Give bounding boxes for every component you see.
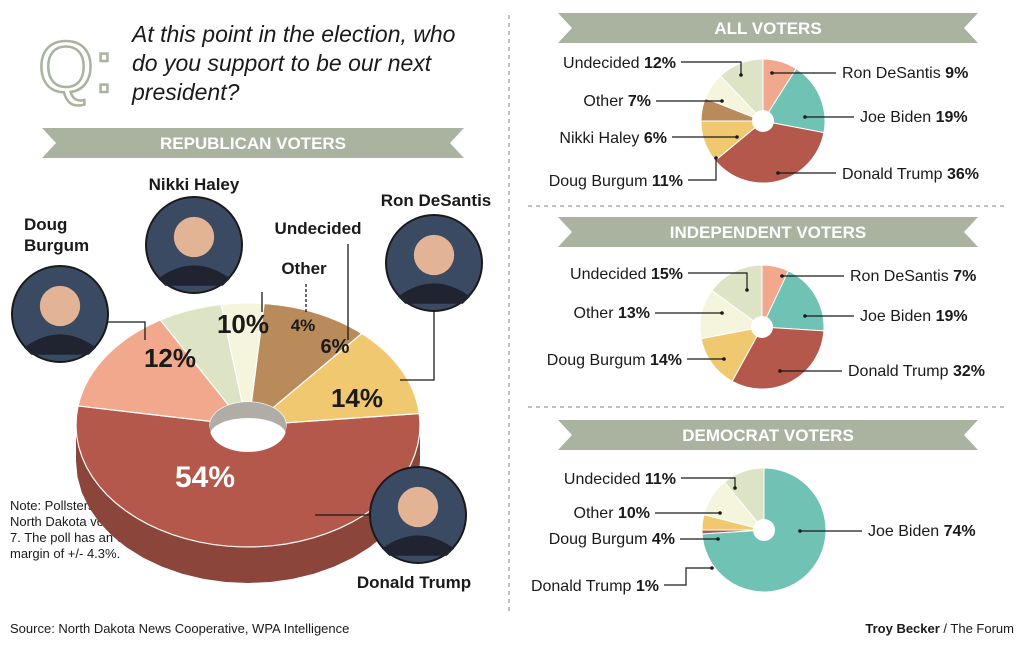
all-voters-dot-other (720, 99, 724, 103)
democrat-voters-dot-other (718, 511, 722, 515)
democrat-voters-label-undecided: Undecided 11% (564, 471, 676, 488)
label-undecided: Undecided (275, 219, 362, 238)
all-voters-dot-doug-burgum (714, 156, 718, 160)
all-voters-dot-nikki-haley (735, 135, 739, 139)
democrat-voters-leader-donald-trump (664, 567, 712, 586)
democrat-voters-label-donald-trump: Donald Trump 1% (531, 578, 659, 595)
label-other: Other (281, 259, 327, 278)
republican-value-donald-trump: 54% (175, 461, 235, 494)
democrat-voters-leader-undecided (681, 477, 736, 488)
all-voters-label-joe-biden: Joe Biden 19% (860, 109, 968, 126)
all-voters-dot-donald-trump (776, 171, 780, 175)
independent-voters-banner (558, 217, 978, 247)
credit-outlet: / The Forum (939, 621, 1014, 636)
republican-hole-wall (210, 402, 286, 435)
independent-voters-dot-undecided (745, 288, 749, 292)
name-doug-burgum-last: Burgum (24, 236, 89, 255)
independent-voters-slice-doug-burgum (700, 326, 763, 383)
name-doug-burgum-first: Doug (24, 215, 67, 234)
all-voters-banner (558, 13, 978, 43)
portrait-donald-trump (369, 466, 467, 564)
all-voters-dot-undecided (739, 73, 743, 77)
name-ron-desantis: Ron DeSantis (381, 191, 492, 210)
source-line: Source: North Dakota News Cooperative, W… (10, 621, 350, 636)
portrait-nikki-haley (145, 196, 243, 294)
all-voters-label-undecided: Undecided 12% (563, 55, 676, 72)
all-voters-dot-ron-desantis (770, 71, 774, 75)
independent-voters-dot-other (720, 311, 724, 315)
democrat-voters-hole (753, 519, 775, 541)
democrat-voters-dot-donald-trump (710, 566, 714, 570)
republican-title: REPUBLICAN VOTERS (160, 134, 346, 153)
name-donald-trump: Donald Trump (357, 573, 471, 592)
independent-voters-label-other: Other 13% (574, 305, 651, 322)
all-voters-leader-doug-burgum (688, 158, 717, 181)
all-voters-label-nikki-haley: Nikki Haley 6% (559, 130, 667, 147)
democrat-voters-dot-undecided (733, 486, 737, 490)
republican-value-nikki-haley: 10% (217, 309, 269, 339)
credit-line: Troy Becker / The Forum (865, 621, 1014, 636)
all-voters-hole (752, 110, 774, 132)
independent-voters-label-undecided: Undecided 15% (570, 266, 683, 283)
leader-doug-burgum (108, 321, 146, 340)
independent-voters-title: INDEPENDENT VOTERS (670, 223, 866, 242)
question-text: At this point in the election, who do yo… (132, 21, 456, 105)
independent-voters-dot-doug-burgum (722, 357, 726, 361)
all-voters-dot-joe-biden (803, 115, 807, 119)
portrait-doug-burgum (11, 265, 109, 363)
republican-value-ron-desantis: 14% (331, 383, 383, 413)
republican-banner (42, 128, 464, 158)
independent-voters-label-ron-desantis: Ron DeSantis 7% (850, 268, 976, 285)
independent-voters-label-donald-trump: Donald Trump 32% (848, 363, 985, 380)
all-voters-title: ALL VOTERS (714, 19, 821, 38)
q-glyph: Q: (38, 28, 114, 108)
democrat-voters-title: DEMOCRAT VOTERS (682, 426, 854, 445)
all-voters-label-other: Other 7% (583, 93, 651, 110)
independent-voters-dot-ron-desantis (780, 274, 784, 278)
independent-voters-leader-undecided (688, 272, 748, 290)
democrat-voters-dot-doug-burgum (716, 537, 720, 541)
democrat-voters-dot-joe-biden (798, 529, 802, 533)
portrait-ron-desantis (385, 214, 483, 312)
independent-voters-dot-joe-biden (803, 314, 807, 318)
republican-side-donald-trump (76, 425, 420, 583)
all-voters-label-doug-burgum: Doug Burgum 11% (549, 173, 683, 190)
leader-ron-desantis (400, 312, 435, 381)
democrat-voters-label-joe-biden: Joe Biden 74% (868, 523, 976, 540)
independent-voters-dot-donald-trump (778, 369, 782, 373)
independent-voters-hole (751, 316, 773, 338)
credit-name: Troy Becker (865, 621, 940, 636)
all-voters-slice-donald-trump (714, 120, 825, 184)
democrat-voters-label-other: Other 10% (574, 505, 651, 522)
republican-value-other: 4% (291, 316, 316, 335)
democrat-voters-label-doug-burgum: Doug Burgum 4% (549, 531, 675, 548)
all-voters-label-ron-desantis: Ron DeSantis 9% (842, 65, 968, 82)
all-voters-leader-undecided (681, 61, 742, 75)
name-nikki-haley: Nikki Haley (149, 175, 240, 194)
independent-voters-label-joe-biden: Joe Biden 19% (860, 308, 968, 325)
republican-value-doug-burgum: 12% (144, 343, 196, 373)
all-voters-label-donald-trump: Donald Trump 36% (842, 166, 979, 183)
democrat-voters-banner (558, 420, 978, 450)
republican-value-undecided: 6% (321, 336, 350, 358)
independent-voters-label-doug-burgum: Doug Burgum 14% (547, 352, 682, 369)
independent-voters-slice-donald-trump (731, 326, 825, 390)
all-voters-slice-undecided (719, 58, 764, 123)
independent-voters-slice-undecided (711, 264, 763, 328)
democrat-voters-slice-undecided (723, 467, 765, 532)
